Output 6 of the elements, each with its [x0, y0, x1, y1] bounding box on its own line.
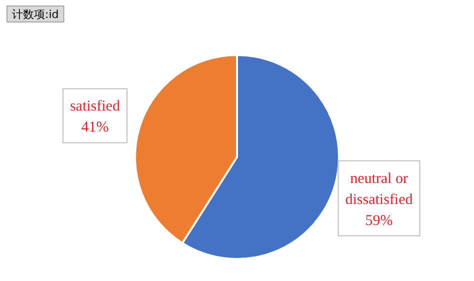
slice-label: neutral or dissatisfied — [345, 170, 414, 208]
data-label: 59% — [365, 212, 393, 229]
data-label: 41% — [81, 120, 109, 136]
slice-label: satisfied — [70, 98, 120, 115]
title: 计数项:id — [6, 6, 64, 22]
chart-title: 计数项:id — [12, 8, 59, 21]
